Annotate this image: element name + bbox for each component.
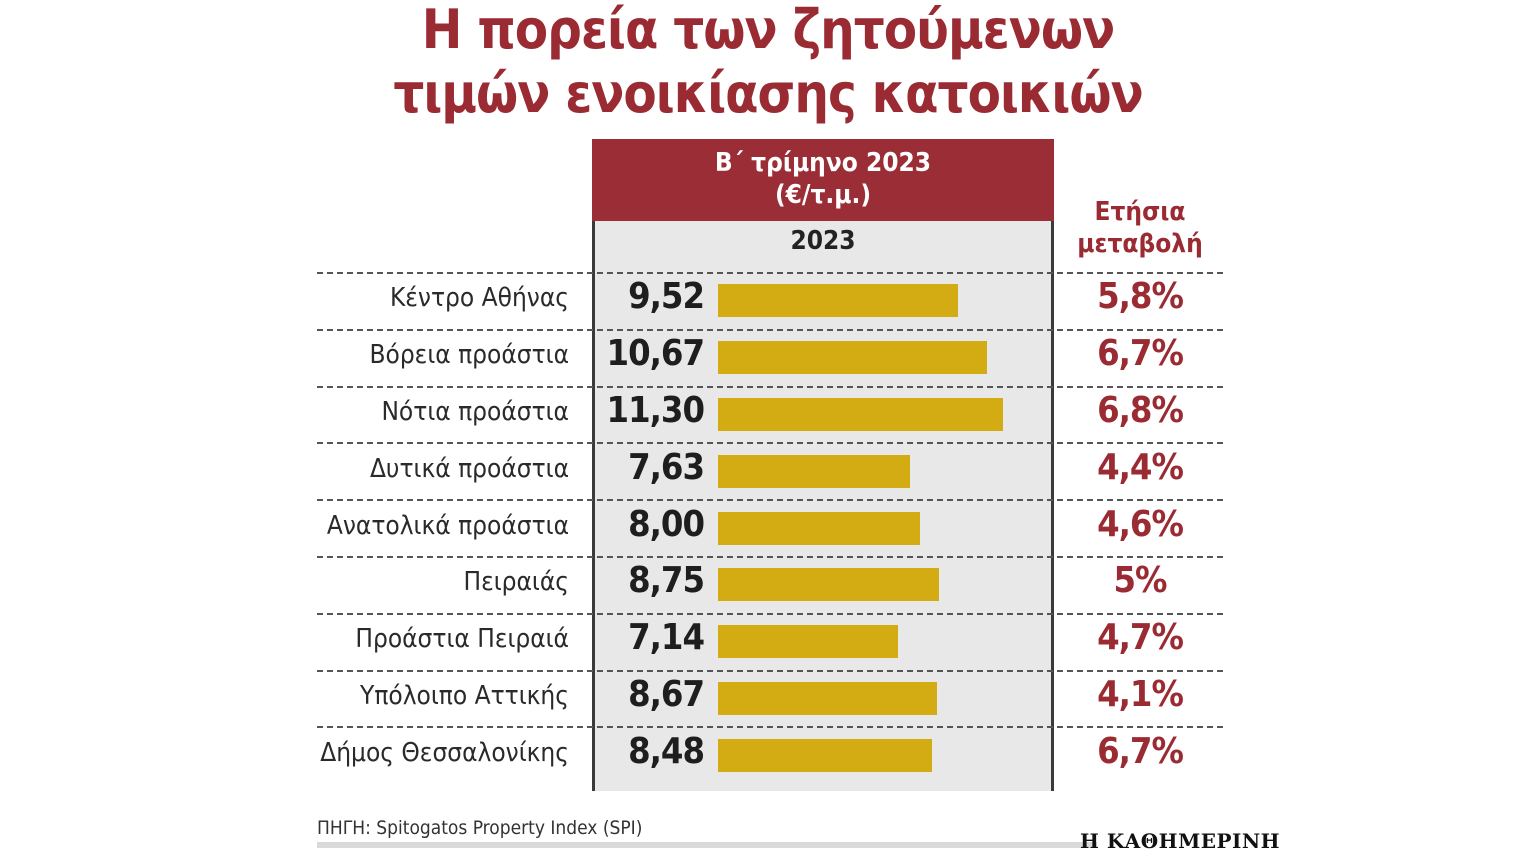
year-label: 2023: [790, 226, 856, 256]
annual-change-value: 6,7%: [1097, 730, 1184, 772]
annual-change-value: 5,8%: [1097, 276, 1184, 318]
annual-change-value: 6,8%: [1097, 390, 1184, 431]
annual-change-value: 6,7%: [1097, 333, 1184, 375]
annual-change-value: 4,4%: [1097, 446, 1184, 488]
row-divider: [317, 556, 1223, 558]
rent-bar: [718, 398, 1003, 431]
column-header-period: Β΄ τρίμηνο 2023: [714, 148, 932, 178]
row-divider: [317, 726, 1223, 729]
row-divider: [317, 272, 1223, 274]
annual-change-header-line2: μεταβολή: [1077, 229, 1203, 259]
rent-bar: [718, 511, 920, 545]
column-header: Β΄ τρίμηνο 2023 (€/τ.μ.): [592, 139, 1054, 221]
rent-value-label: 7,63: [628, 446, 705, 488]
region-label: Βόρεια προάστια: [369, 340, 569, 371]
column-header-unit: (€/τ.μ.): [774, 180, 872, 210]
rent-bar: [718, 625, 898, 659]
annual-change-header-line1: Ετήσια: [1094, 197, 1186, 227]
rent-value-label: 10,67: [606, 333, 705, 375]
region-label: Κέντρο Αθήνας: [389, 283, 569, 314]
rent-bar: [718, 284, 958, 318]
region-label: Προάστια Πειραιά: [355, 624, 569, 655]
row-divider: [317, 612, 1223, 615]
rent-value-label: 8,67: [628, 674, 705, 715]
rent-bar: [718, 738, 932, 772]
rent-bar: [718, 341, 987, 375]
row-divider: [317, 442, 1223, 445]
rent-bar: [718, 682, 937, 715]
rent-bar: [718, 454, 910, 488]
source-note: ΠΗΓΗ: Spitogatos Property Index (SPI): [317, 817, 643, 839]
region-label: Ανατολικά προάστια: [326, 510, 569, 541]
row-divider: [317, 385, 1223, 388]
publisher-logo: Η ΚΑΘΗΜΕΡΙΝΗ: [1080, 829, 1281, 853]
annual-change-header: Ετήσια μεταβολή: [1060, 196, 1220, 260]
annual-change-value: 4,7%: [1097, 617, 1184, 659]
region-label: Δήμος Θεσσαλονίκης: [320, 737, 569, 768]
rent-value-label: 7,14: [628, 617, 705, 659]
chart-title-line1: Η πορεία των ζητούμενων: [421, 0, 1115, 61]
region-label: Νότια προάστια: [381, 397, 569, 427]
region-label: Υπόλοιπο Αττικής: [360, 681, 569, 711]
region-label: Δυτικά προάστια: [369, 453, 569, 484]
annual-change-value: 4,6%: [1097, 503, 1184, 545]
row-divider: [317, 328, 1223, 331]
rent-value-label: 11,30: [606, 390, 705, 431]
footer-divider: [317, 842, 1097, 848]
row-divider: [317, 499, 1223, 502]
chart-title-line2: τιμών ενοικίασης κατοικιών: [393, 62, 1143, 125]
annual-change-value: 5%: [1113, 560, 1168, 602]
row-divider: [317, 669, 1223, 672]
rent-bar: [718, 568, 939, 602]
rent-value-label: 8,48: [628, 730, 705, 772]
rent-value-label: 9,52: [628, 276, 705, 318]
rent-value-label: 8,00: [628, 503, 705, 545]
annual-change-value: 4,1%: [1097, 674, 1184, 715]
rent-value-label: 8,75: [628, 560, 705, 602]
region-label: Πειραιάς: [463, 567, 570, 598]
